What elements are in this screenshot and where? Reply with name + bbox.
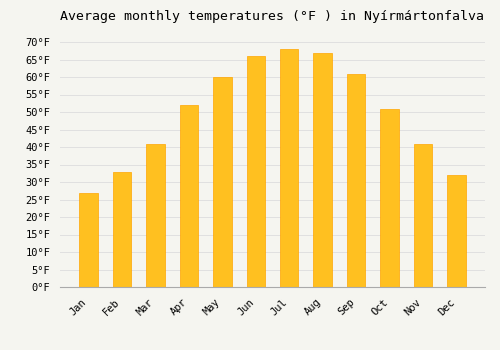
Bar bbox=[414, 144, 432, 287]
Bar bbox=[146, 144, 165, 287]
Bar bbox=[113, 172, 131, 287]
Bar bbox=[180, 105, 198, 287]
Title: Average monthly temperatures (°F ) in Nyírmártonfalva: Average monthly temperatures (°F ) in Ny… bbox=[60, 10, 484, 23]
Bar bbox=[246, 56, 265, 287]
Bar bbox=[213, 77, 232, 287]
Bar bbox=[80, 193, 98, 287]
Bar bbox=[380, 108, 399, 287]
Bar bbox=[448, 175, 466, 287]
Bar bbox=[314, 52, 332, 287]
Bar bbox=[280, 49, 298, 287]
Bar bbox=[347, 74, 366, 287]
